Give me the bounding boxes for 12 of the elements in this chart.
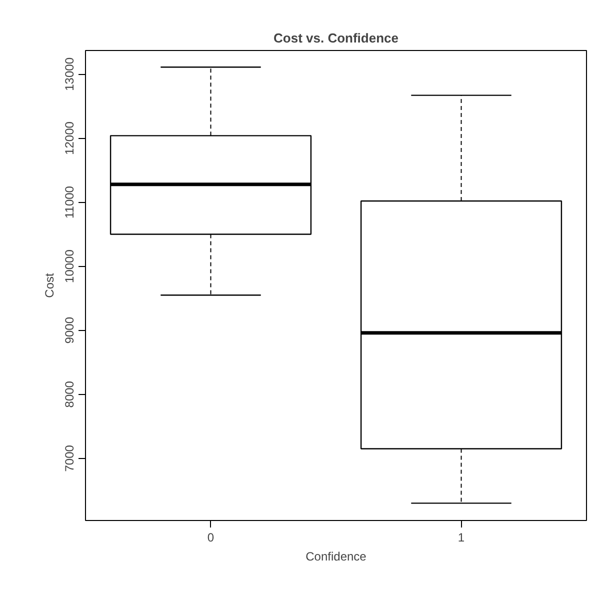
chart-title: Cost vs. Confidence	[274, 30, 398, 46]
y-tick-label: 10000	[62, 249, 76, 283]
x-tick-label: 1	[458, 530, 465, 544]
y-axis-title: Cost	[42, 272, 56, 298]
y-tick-label: 12000	[62, 121, 76, 155]
y-tick-label: 11000	[62, 186, 76, 218]
x-axis-title: Confidence	[306, 550, 367, 564]
y-tick-label: 7000	[62, 444, 76, 472]
y-tick-label: 13000	[62, 57, 76, 91]
x-tick-label: 0	[207, 530, 214, 544]
y-tick-label: 9000	[62, 316, 76, 344]
y-tick-label: 8000	[62, 380, 76, 408]
